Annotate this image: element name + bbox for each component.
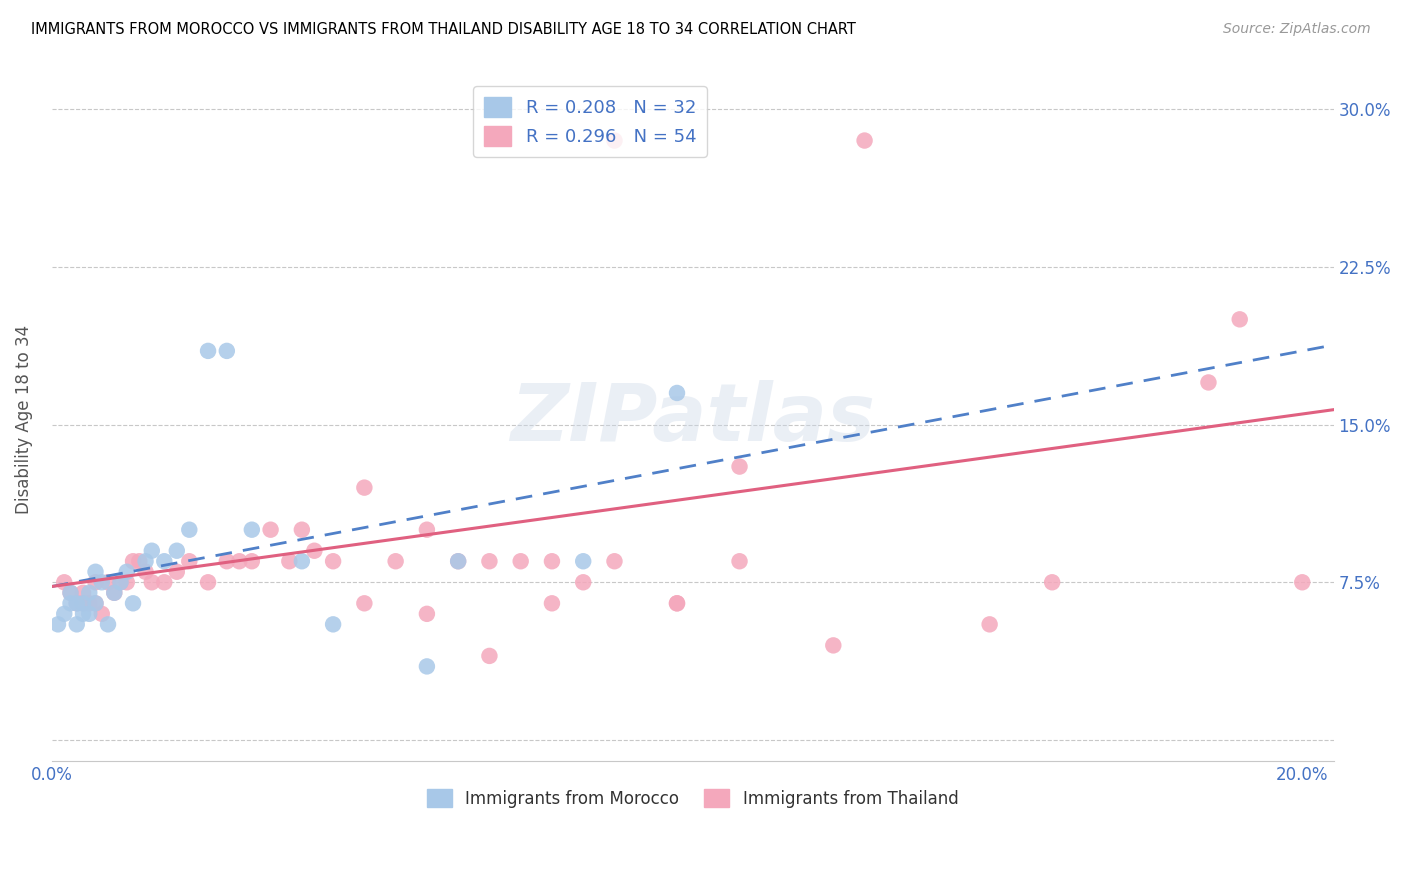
- Point: [322, 617, 344, 632]
- Text: IMMIGRANTS FROM MOROCCO VS IMMIGRANTS FROM THAILAND DISABILITY AGE 18 TO 34 CORR: IMMIGRANTS FROM MOROCCO VS IMMIGRANTS FR…: [31, 22, 856, 37]
- Point: [153, 575, 176, 590]
- Point: [541, 596, 564, 610]
- Legend: Immigrants from Morocco, Immigrants from Thailand: Immigrants from Morocco, Immigrants from…: [420, 782, 965, 814]
- Point: [90, 607, 112, 621]
- Point: [240, 554, 263, 568]
- Point: [416, 523, 439, 537]
- Point: [447, 554, 470, 568]
- Point: [979, 617, 1001, 632]
- Point: [110, 575, 132, 590]
- Point: [66, 596, 89, 610]
- Point: [447, 554, 470, 568]
- Point: [122, 554, 145, 568]
- Point: [77, 607, 100, 621]
- Point: [84, 575, 107, 590]
- Point: [77, 586, 100, 600]
- Point: [122, 596, 145, 610]
- Point: [135, 565, 157, 579]
- Point: [478, 648, 501, 663]
- Point: [1229, 312, 1251, 326]
- Point: [72, 586, 94, 600]
- Point: [197, 575, 219, 590]
- Point: [291, 523, 314, 537]
- Point: [384, 554, 406, 568]
- Point: [322, 554, 344, 568]
- Point: [572, 575, 595, 590]
- Point: [228, 554, 250, 568]
- Point: [666, 596, 689, 610]
- Point: [1198, 376, 1220, 390]
- Point: [291, 554, 314, 568]
- Point: [97, 575, 120, 590]
- Point: [166, 543, 188, 558]
- Point: [84, 565, 107, 579]
- Point: [603, 134, 626, 148]
- Point: [728, 554, 751, 568]
- Point: [97, 617, 120, 632]
- Point: [66, 596, 89, 610]
- Point: [603, 554, 626, 568]
- Point: [110, 575, 132, 590]
- Point: [77, 596, 100, 610]
- Point: [84, 596, 107, 610]
- Point: [166, 565, 188, 579]
- Point: [84, 596, 107, 610]
- Text: Source: ZipAtlas.com: Source: ZipAtlas.com: [1223, 22, 1371, 37]
- Point: [666, 596, 689, 610]
- Point: [416, 659, 439, 673]
- Point: [66, 617, 89, 632]
- Point: [115, 575, 138, 590]
- Point: [103, 586, 125, 600]
- Y-axis label: Disability Age 18 to 34: Disability Age 18 to 34: [15, 325, 32, 514]
- Point: [72, 607, 94, 621]
- Point: [666, 386, 689, 401]
- Point: [128, 554, 150, 568]
- Point: [153, 554, 176, 568]
- Point: [728, 459, 751, 474]
- Point: [1291, 575, 1313, 590]
- Point: [59, 596, 82, 610]
- Point: [240, 523, 263, 537]
- Point: [215, 554, 238, 568]
- Point: [72, 596, 94, 610]
- Point: [572, 554, 595, 568]
- Point: [278, 554, 301, 568]
- Point: [90, 575, 112, 590]
- Point: [135, 554, 157, 568]
- Point: [416, 607, 439, 621]
- Point: [72, 596, 94, 610]
- Point: [853, 134, 876, 148]
- Point: [353, 481, 375, 495]
- Point: [179, 523, 201, 537]
- Point: [509, 554, 531, 568]
- Point: [141, 543, 163, 558]
- Point: [259, 523, 281, 537]
- Point: [304, 543, 326, 558]
- Point: [541, 554, 564, 568]
- Point: [215, 343, 238, 358]
- Point: [353, 596, 375, 610]
- Point: [46, 617, 69, 632]
- Point: [179, 554, 201, 568]
- Point: [115, 565, 138, 579]
- Point: [478, 554, 501, 568]
- Point: [53, 575, 76, 590]
- Point: [141, 575, 163, 590]
- Text: ZIPatlas: ZIPatlas: [510, 380, 875, 458]
- Point: [59, 586, 82, 600]
- Point: [823, 639, 845, 653]
- Point: [197, 343, 219, 358]
- Point: [59, 586, 82, 600]
- Point: [1040, 575, 1063, 590]
- Point: [53, 607, 76, 621]
- Point: [103, 586, 125, 600]
